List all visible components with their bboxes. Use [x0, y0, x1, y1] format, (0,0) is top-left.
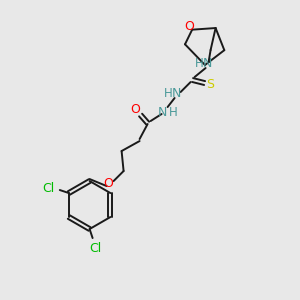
Text: O: O	[104, 176, 113, 190]
Text: N: N	[172, 86, 181, 100]
Text: Cl: Cl	[43, 182, 55, 194]
Text: O: O	[184, 20, 194, 33]
Text: Cl: Cl	[89, 242, 102, 254]
Text: O: O	[131, 103, 140, 116]
Text: N: N	[203, 56, 212, 70]
Text: H: H	[195, 56, 204, 70]
Text: H: H	[169, 106, 178, 118]
Text: N: N	[158, 106, 167, 118]
Text: H: H	[164, 86, 173, 100]
Text: S: S	[207, 77, 214, 91]
